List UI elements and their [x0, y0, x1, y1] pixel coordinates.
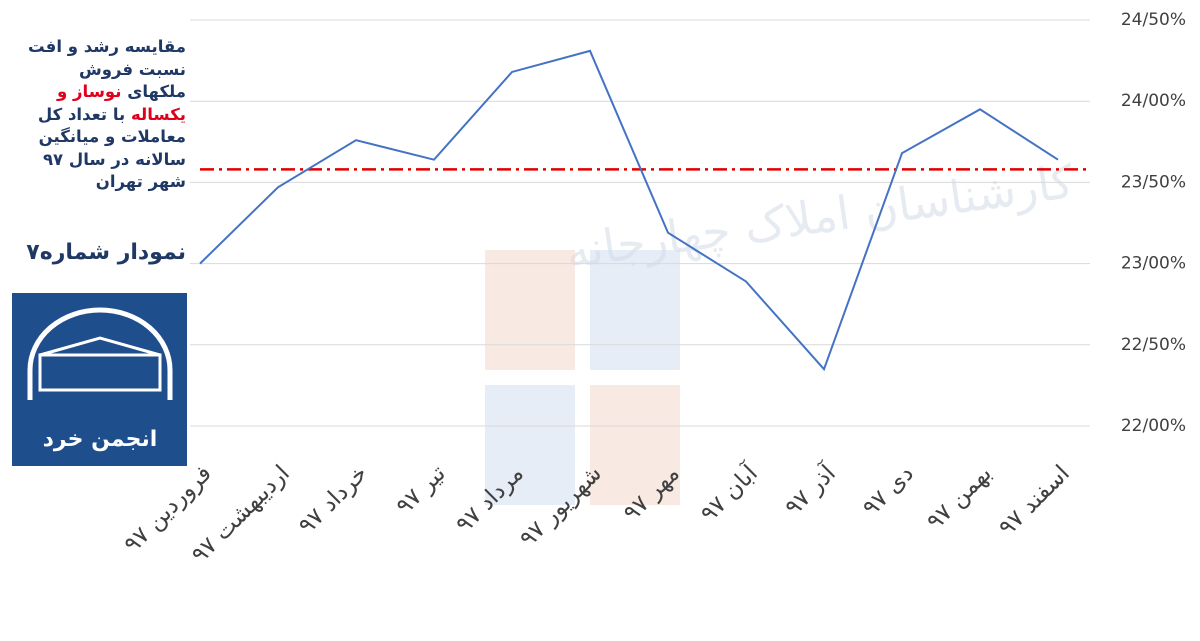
x-tick-label: دی ۹۷ [858, 460, 919, 521]
title-line: معاملات و میانگین [4, 126, 186, 149]
logo-frame [38, 353, 162, 392]
series-line [199, 49, 1059, 372]
watermark-shape [485, 250, 575, 370]
title-text: شهر تهران [95, 172, 186, 191]
title-text: نسبت فروش [78, 59, 186, 79]
watermark-shape [590, 250, 680, 370]
logo: انجمن خرد [12, 293, 187, 466]
y-tick-label: 22/50% [1121, 335, 1186, 355]
watermark-shape [590, 385, 680, 505]
x-tick-label: تیر ۹۷ [391, 460, 450, 519]
x-tick-label: اسفند ۹۷ [994, 460, 1075, 541]
y-tick-label: 24/50% [1121, 10, 1186, 30]
title-line: مقایسه رشد و افت [4, 36, 186, 59]
title-text: یکساله [131, 104, 186, 124]
x-tick-label: خرداد ۹۷ [294, 460, 373, 539]
title-line: یکساله با تعداد کل [4, 104, 186, 127]
y-tick-label: 24/00% [1121, 91, 1186, 111]
title-text: معاملات و میانگین [38, 127, 186, 146]
chart-subtitle: نمودار شماره۷ [26, 240, 186, 265]
logo-arch [27, 307, 173, 400]
x-tick-label: آذر ۹۷ [779, 458, 842, 521]
title-line: نسبت فروش [4, 59, 186, 82]
x-tick-label: بهمن ۹۷ [922, 460, 997, 535]
title-text: ملکهای [121, 82, 186, 101]
title-text: سالانه در سال ۹۷ [42, 149, 186, 169]
y-tick-label: 23/00% [1121, 254, 1186, 274]
title-line: ملکهای نوساز و [4, 81, 186, 104]
x-tick-label: آبان ۹۷ [694, 458, 764, 528]
y-tick-label: 23/50% [1121, 172, 1186, 192]
title-text: با تعداد کل [37, 104, 132, 124]
title-line: سالانه در سال ۹۷ [4, 149, 186, 172]
watermark-shape [485, 385, 575, 505]
title-text: مقایسه رشد و افت [28, 37, 186, 56]
logo-text: انجمن خرد [43, 427, 158, 452]
logo-roof [39, 336, 161, 357]
title-text: نوساز و [57, 82, 122, 101]
title-line: شهر تهران [4, 171, 186, 194]
y-tick-label: 22/00% [1121, 416, 1186, 436]
